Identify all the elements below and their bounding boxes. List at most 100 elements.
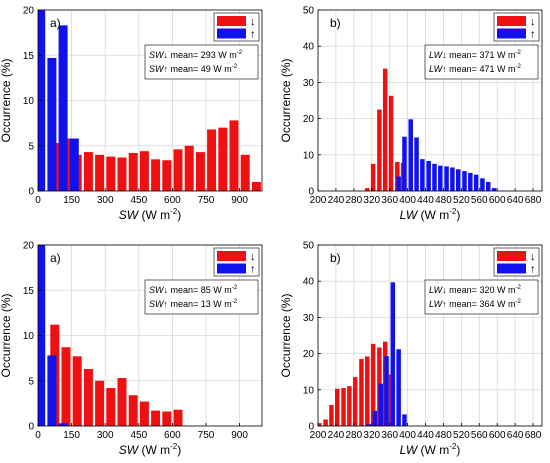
x-tick-label: 680: [525, 195, 542, 206]
bar-down: [251, 181, 261, 191]
bar-up: [58, 25, 68, 191]
x-tick-label: 680: [525, 430, 542, 441]
bar-down: [341, 387, 346, 426]
x-tick-label: 0: [35, 430, 41, 441]
bar-down: [229, 120, 239, 191]
y-tick-label: 20: [303, 114, 315, 125]
bar-down: [151, 159, 161, 191]
bars: [318, 282, 407, 426]
stats-value: mean= 293 W m: [168, 50, 237, 60]
stats-exponent: -2: [237, 50, 243, 56]
bar-up: [396, 349, 401, 426]
legend-swatch-up: [217, 263, 246, 274]
stats-value: mean= 471 W m: [447, 64, 516, 74]
bar-up: [408, 119, 413, 191]
stats-exponent: -2: [515, 285, 521, 291]
bar-down: [184, 145, 194, 191]
bar-down: [117, 157, 127, 191]
stats-frame: [424, 44, 539, 80]
stats-exponent: -2: [232, 285, 238, 291]
stats-frame: [144, 279, 259, 315]
bar-up: [432, 163, 437, 191]
x-axis-label-close: ): [456, 443, 460, 457]
x-tick-label: 320: [363, 195, 380, 206]
bar-up: [455, 169, 461, 191]
panel-label: b): [330, 251, 341, 265]
legend-label-up: ↑: [530, 29, 536, 41]
stats-line: LW↓ mean= 320 W m-2: [429, 285, 521, 295]
y-tick-label: 15: [23, 51, 35, 62]
bar-down: [95, 380, 105, 426]
plot-frame: [317, 244, 543, 427]
x-tick-label: 600: [164, 195, 181, 206]
x-tick-label: 0: [35, 195, 41, 206]
bar-up: [420, 159, 425, 191]
bar-up: [390, 282, 396, 426]
stats-value: mean= 13 W m: [168, 299, 232, 309]
y-tick-label: 0: [308, 187, 314, 198]
stats-variable: LW↓: [429, 285, 447, 295]
bar-up: [402, 136, 407, 191]
x-axis-label: SW (W m-2): [119, 442, 181, 457]
bar-down: [318, 423, 322, 426]
bar-down: [128, 395, 138, 426]
x-tick-label: 440: [417, 195, 434, 206]
x-axis-label-variable: SW: [119, 208, 140, 222]
bar-up: [69, 138, 79, 191]
x-axis-label-exponent: -2: [449, 207, 457, 216]
bar-up: [450, 167, 455, 191]
bar-down: [370, 163, 376, 191]
stats-variable: SW↓: [149, 50, 168, 60]
bars: [38, 10, 261, 191]
stats-exponent: -2: [515, 299, 521, 305]
stats-variable: LW↑: [429, 299, 447, 309]
legend-label-down: ↓: [250, 16, 256, 28]
panel-label: a): [50, 16, 61, 30]
stats-variable: LW↑: [429, 64, 447, 74]
x-tick-label: 200: [310, 430, 327, 441]
x-axis-label-close: ): [177, 208, 181, 222]
x-tick-label: 480: [435, 430, 452, 441]
x-tick-label: 600: [489, 430, 506, 441]
y-axis-label: Occurrence (%): [279, 293, 293, 377]
legend-label-down: ↓: [530, 16, 536, 28]
legend-swatch-down: [497, 251, 526, 261]
y-tick-label: 5: [28, 376, 34, 387]
bar-down: [365, 356, 370, 426]
y-tick-label: 40: [303, 42, 315, 53]
bar-down: [195, 152, 205, 191]
x-tick-label: 750: [198, 430, 215, 441]
stats-value: mean= 364 W m: [447, 299, 516, 309]
bar-up: [38, 245, 46, 426]
x-axis-label-unit: (W m: [138, 208, 170, 222]
x-axis-label-unit: (W m: [417, 208, 449, 222]
x-tick-label: 600: [164, 430, 181, 441]
stats-value: mean= 371 W m: [447, 50, 516, 60]
legend-label-down: ↓: [530, 251, 536, 263]
y-tick-label: 20: [23, 241, 35, 252]
bar-down: [128, 152, 138, 191]
bar-up: [491, 188, 497, 191]
plot-frame: [317, 9, 543, 192]
bar-up: [47, 57, 57, 191]
stats-box: SW↓ mean= 293 W m-2SW↑ mean= 49 W m-2: [144, 44, 259, 80]
legend-label-up: ↑: [250, 264, 256, 276]
stats-frame: [424, 279, 539, 315]
bars: [365, 68, 497, 191]
bar-up: [402, 414, 407, 426]
x-tick-label: 560: [471, 195, 488, 206]
x-axis-label-exponent: -2: [170, 442, 178, 451]
x-tick-label: 450: [130, 430, 147, 441]
bar-down: [151, 410, 161, 426]
bar-down: [95, 154, 105, 191]
bar-down: [72, 356, 82, 426]
bar-down: [347, 386, 352, 426]
chart-panel-1: 0 5 10 15 20 0 150 300 450 600 750 900 Occurrence (%…: [0, 6, 263, 222]
x-tick-label: 640: [507, 430, 524, 441]
stats-value: mean= 85 W m: [168, 285, 232, 295]
stats-value: mean= 320 W m: [447, 285, 516, 295]
y-tick-label: 30: [303, 78, 315, 89]
bar-up: [473, 174, 479, 191]
y-tick-label: 40: [303, 277, 315, 288]
bar-down: [323, 419, 328, 426]
